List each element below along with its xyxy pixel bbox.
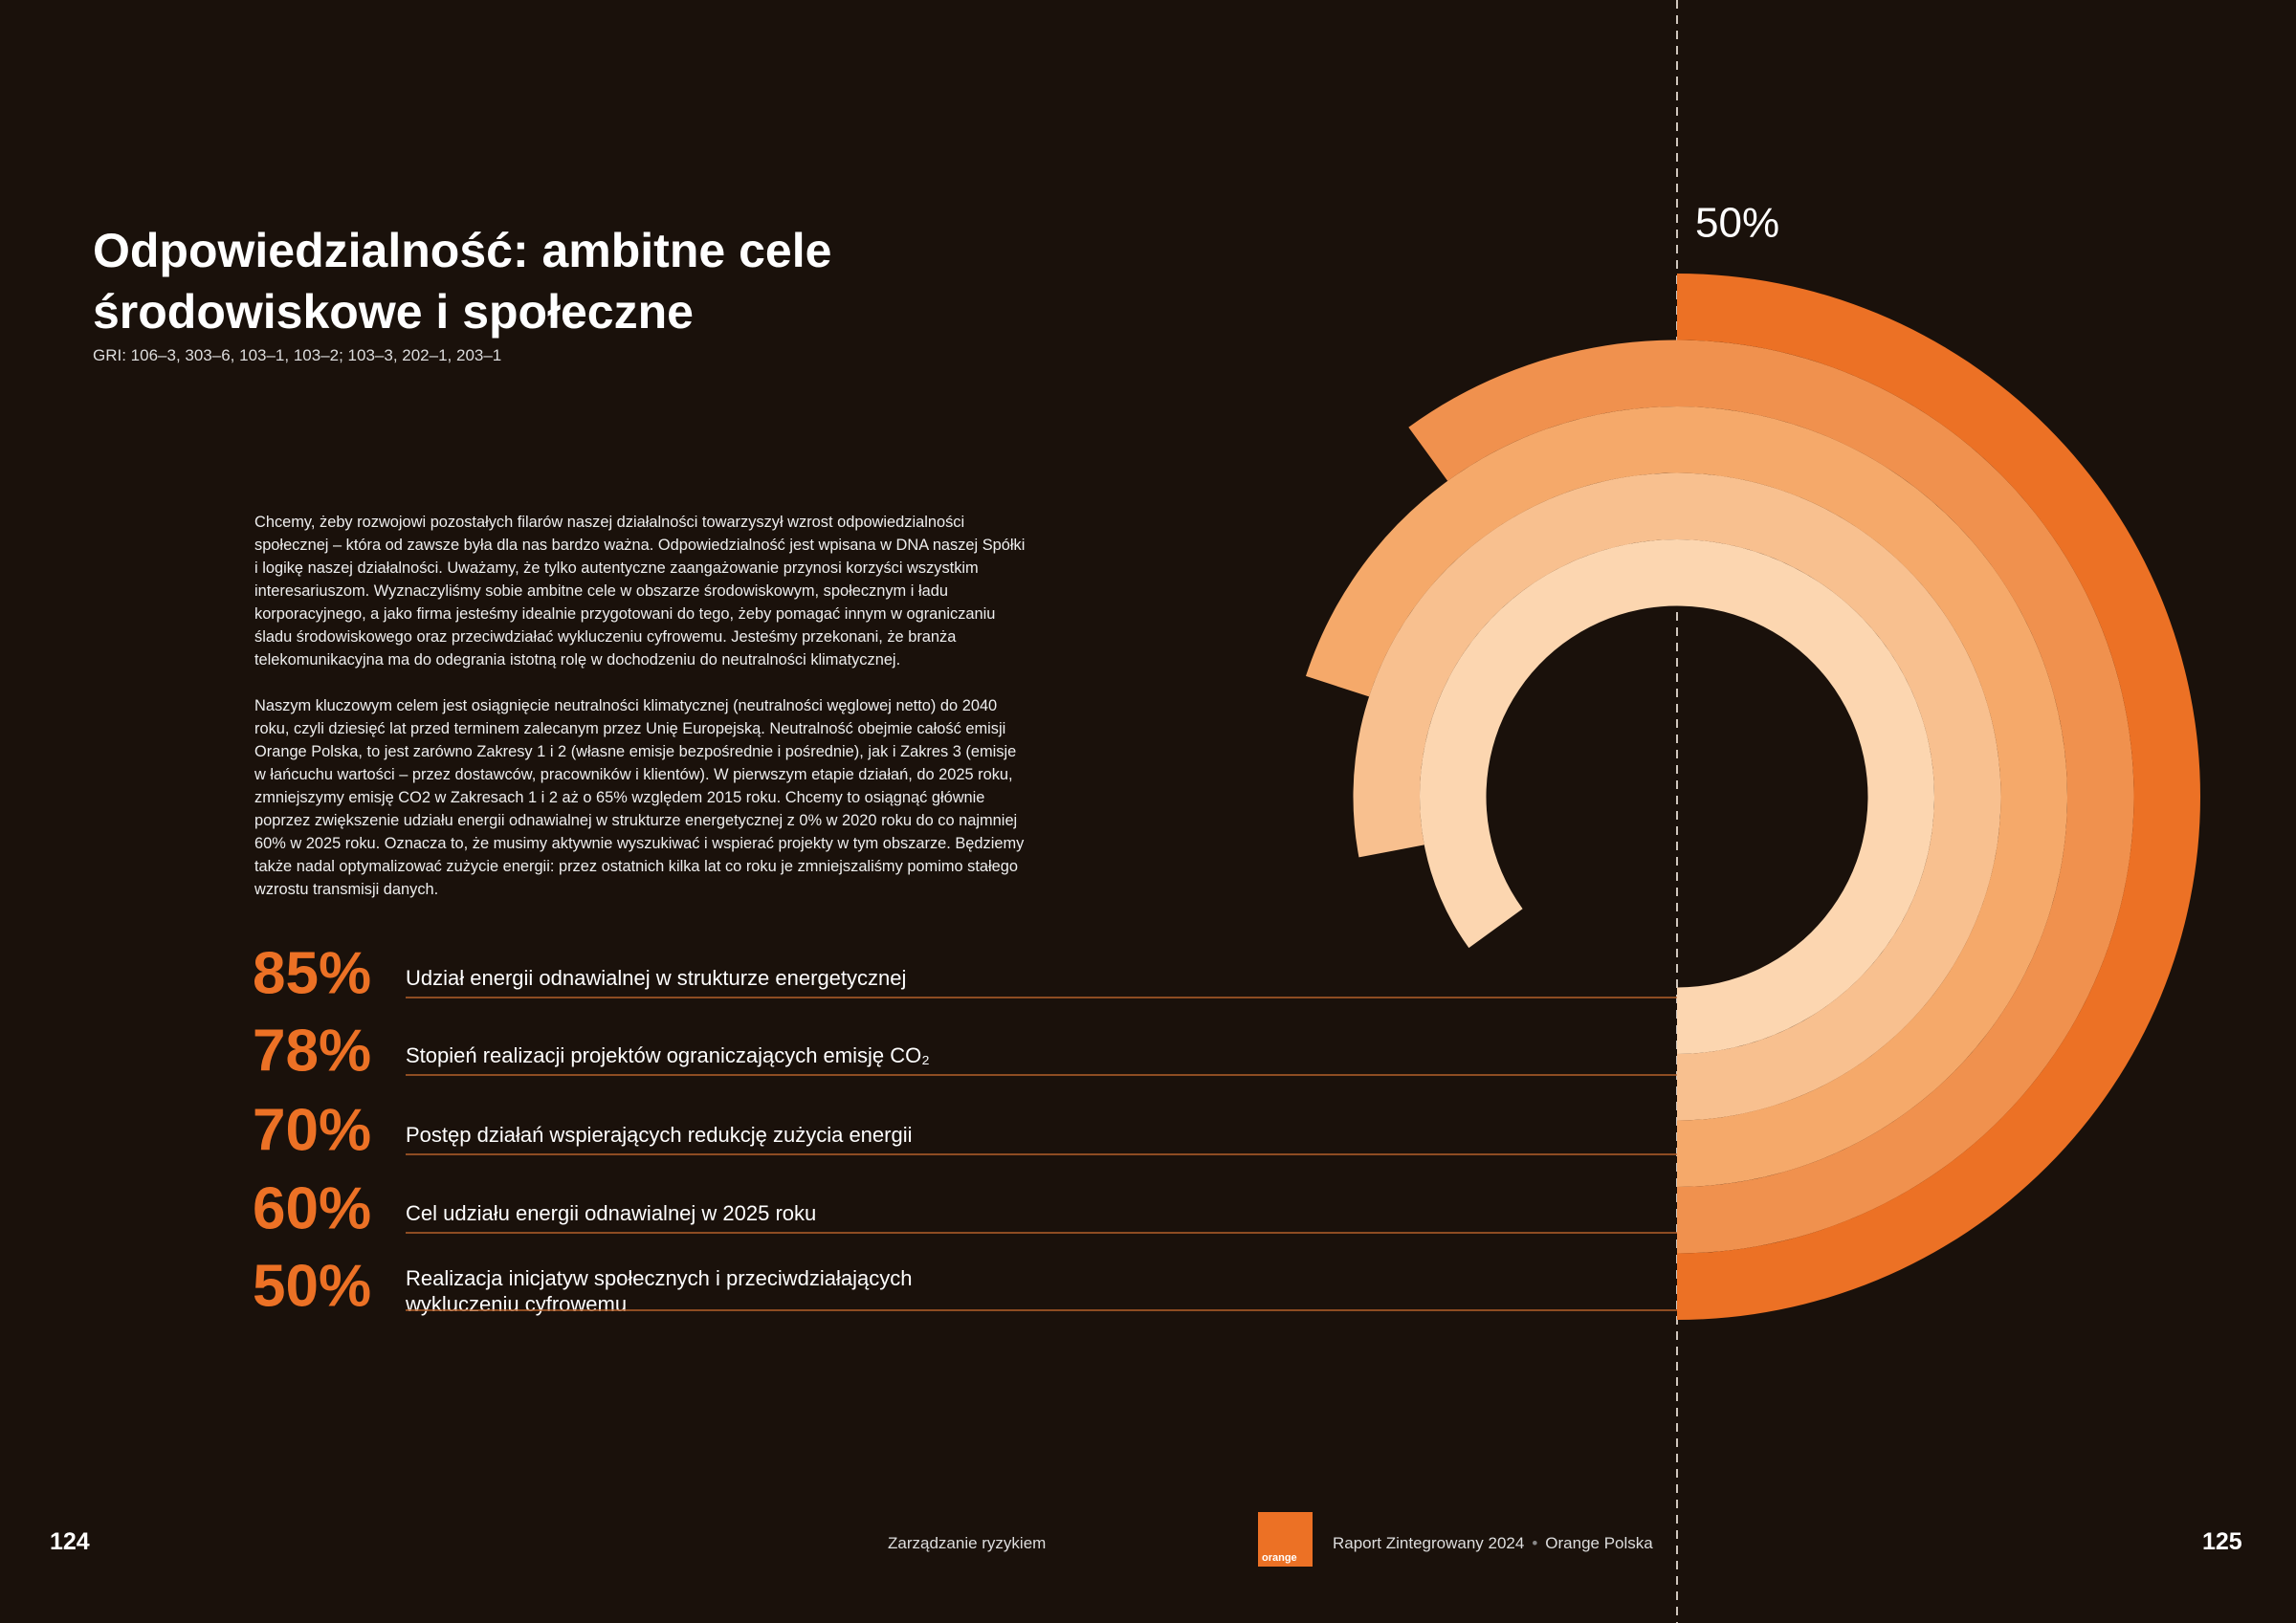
paragraph: Naszym kluczowym celem jest osiągnięcie … — [254, 697, 1025, 898]
ring-label: 50% — [1695, 200, 1779, 247]
stat-label: Stopień realizacji projektów ograniczają… — [406, 1043, 930, 1067]
page-number: 125 — [2202, 1528, 2242, 1555]
ring-bar — [1408, 340, 2134, 1254]
separator: • — [1532, 1534, 1538, 1552]
stat-value: 85% — [253, 940, 371, 1006]
ring-bar — [1677, 274, 2200, 1320]
gri: GRI: 106–3, 303–6, 103–1, 103–2; 103–3, … — [93, 346, 502, 364]
logo: orange — [1258, 1512, 1313, 1567]
stat-value: 60% — [253, 1175, 371, 1241]
stat-label: Realizacja inicjatyw społecznych i przec… — [405, 1266, 912, 1316]
title-line: Odpowiedzialność: ambitne cele — [93, 224, 832, 277]
stat-label: Cel udziału energii odnawialnej w 2025 r… — [406, 1201, 816, 1225]
title: Odpowiedzialność: ambitne cele środowisko… — [93, 220, 831, 342]
section: Zarządzanie ryzykiem — [888, 1534, 1047, 1552]
stat-value: 78% — [253, 1018, 371, 1084]
stat-label: Udział energii odnawialnej w strukturze … — [406, 966, 906, 990]
stat-value: 70% — [253, 1097, 371, 1163]
page-number: 124 — [50, 1528, 90, 1555]
report-name: Raport Zintegrowany 2024 • Orange Polska — [1333, 1534, 1653, 1553]
logo-text: orange — [1262, 1552, 1297, 1564]
title-line: środowiskowe i społeczne — [93, 285, 694, 339]
stat-label: Postęp działań wspierających redukcję zu… — [406, 1123, 913, 1147]
company: Orange Polska — [1545, 1534, 1653, 1552]
report: Raport Zintegrowany 2024 — [1333, 1534, 1525, 1552]
stat-value: 50% — [253, 1253, 371, 1319]
paragraph: Chcemy, żeby rozwojowi pozostałych filar… — [254, 514, 1026, 669]
